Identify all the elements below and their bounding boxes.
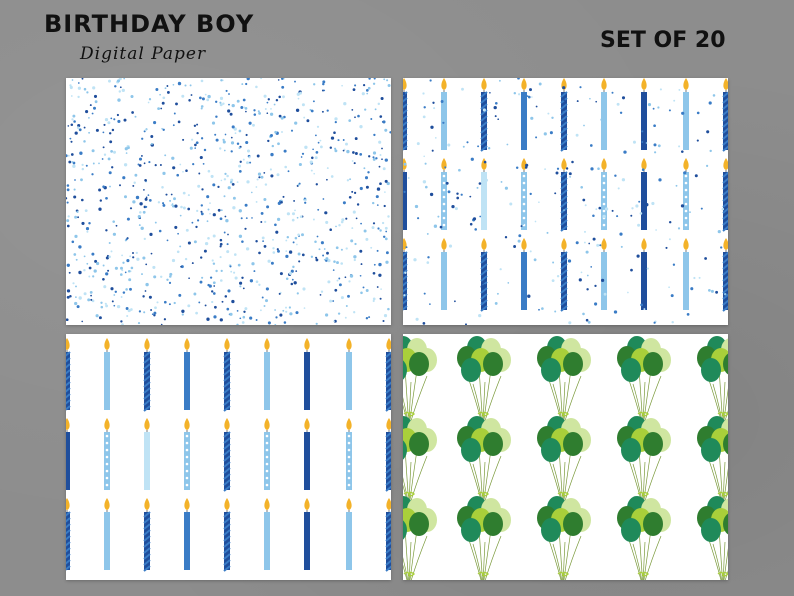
candle-icon	[441, 78, 447, 150]
candle-icon	[184, 498, 190, 570]
candle-icon	[521, 158, 527, 230]
candle-icon	[144, 418, 150, 490]
candle-icon	[683, 78, 689, 150]
brand-title: BIRTHDAY BOY	[44, 10, 255, 38]
candle-icon	[560, 158, 568, 232]
candle-icon	[143, 338, 151, 412]
balloon-bunch-icon	[457, 336, 511, 429]
candle-icon	[264, 338, 270, 410]
balloon-bunch-icon	[617, 416, 671, 509]
candle-icon	[521, 238, 527, 310]
confetti-pattern-svg	[66, 78, 391, 325]
candle-icon	[601, 238, 607, 310]
balloon-bunch-icon	[457, 496, 511, 580]
candle-icon	[385, 338, 391, 412]
balloon-bunch-icon	[697, 336, 728, 429]
paper-confetti-dots	[66, 78, 391, 325]
candle-icon	[104, 338, 110, 410]
paper-green-balloons	[403, 334, 728, 580]
balloon-bunch-icon	[617, 336, 671, 429]
candle-icon	[403, 158, 407, 230]
candle-icon	[223, 338, 231, 412]
candle-icon	[481, 158, 487, 230]
candle-icon	[480, 238, 488, 312]
candles-dots-pattern-svg	[403, 78, 728, 325]
balloon-bunch-icon	[537, 496, 591, 580]
candle-icon	[601, 78, 607, 150]
candle-icon	[304, 418, 310, 490]
candle-icon	[184, 418, 190, 490]
candle-icon	[722, 158, 728, 232]
candle-icon	[346, 418, 352, 490]
candle-icon	[223, 418, 231, 492]
candle-icon	[346, 498, 352, 570]
candle-icon	[264, 418, 270, 490]
balloon-bunch-icon	[537, 336, 591, 429]
brand-subtitle: Digital Paper	[80, 44, 207, 64]
candle-icon	[66, 418, 70, 490]
balloon-bunch-icon	[697, 496, 728, 580]
candle-icon	[304, 338, 310, 410]
candle-icon	[66, 498, 71, 571]
candle-icon	[143, 498, 151, 572]
candle-icon	[521, 78, 527, 150]
confetti-dots	[66, 78, 391, 325]
candle-icon	[385, 498, 391, 572]
candle-icon	[66, 338, 71, 411]
candles-pattern-svg	[66, 338, 391, 572]
candle-icon	[403, 238, 408, 311]
candle-icon	[264, 498, 270, 570]
candle-icon	[385, 418, 391, 492]
candle-icon	[346, 338, 352, 410]
candle-icon	[104, 418, 110, 490]
candle-icon	[722, 238, 728, 312]
candle-icon	[641, 78, 647, 150]
candle-icon	[641, 238, 647, 310]
balloon-bunch-icon	[403, 496, 437, 580]
candle-icon	[601, 158, 607, 230]
balloon-bunch-icon	[457, 416, 511, 509]
confetti-dots	[403, 78, 727, 325]
balloon-bunch-icon	[537, 416, 591, 509]
balloon-bunch-icon	[617, 496, 671, 580]
candle-icon	[441, 238, 447, 310]
candle-icon	[722, 78, 728, 152]
candle-icon	[683, 238, 689, 310]
candle-icon	[480, 78, 488, 152]
candle-icon	[184, 338, 190, 410]
balloon-bunch-icon	[697, 416, 728, 509]
balloon-bunch-icon	[403, 336, 437, 429]
set-count-badge: SET OF 20	[600, 28, 726, 53]
candle-icon	[683, 158, 689, 230]
candle-icon	[304, 498, 310, 570]
candle-icon	[403, 78, 408, 151]
balloon-bunch-icon	[403, 416, 437, 509]
candle-icon	[223, 498, 231, 572]
candle-icon	[560, 238, 568, 312]
balloons-pattern-svg	[403, 336, 728, 580]
candle-icon	[104, 498, 110, 570]
paper-candles	[66, 334, 391, 580]
paper-candles-with-dots	[403, 78, 728, 325]
candle-icon	[441, 158, 447, 230]
